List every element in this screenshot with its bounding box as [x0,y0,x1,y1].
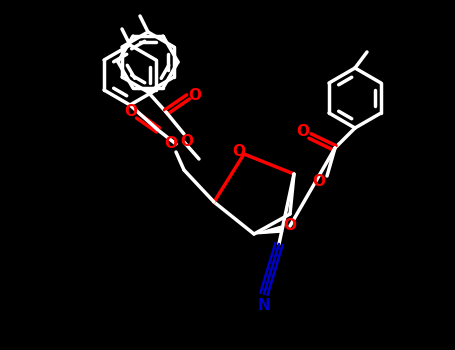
Text: O: O [313,174,325,189]
Text: O: O [283,218,297,233]
Polygon shape [254,226,283,234]
Text: O: O [297,125,309,140]
Text: O: O [188,88,202,103]
Text: O: O [125,105,137,119]
Text: O: O [181,134,193,149]
Text: N: N [258,299,270,314]
Text: O: O [233,144,246,159]
Text: O: O [165,136,177,152]
